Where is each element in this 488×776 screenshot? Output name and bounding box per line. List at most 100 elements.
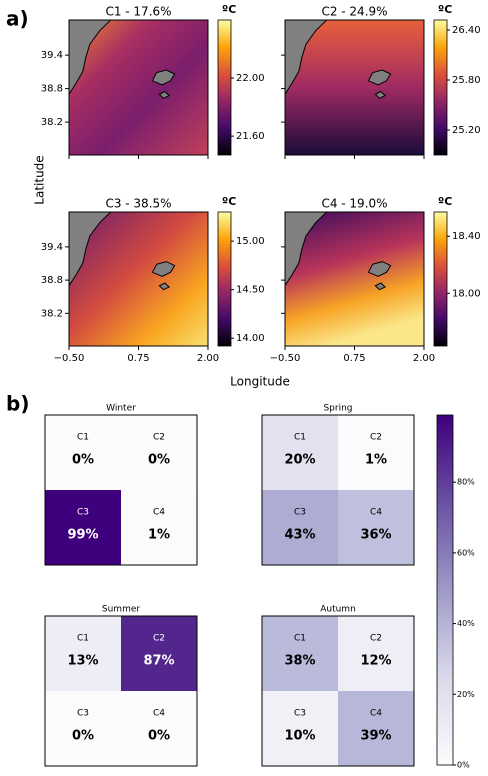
cell-name: C3 (294, 508, 306, 518)
island (367, 261, 392, 277)
cell-value: 0% (72, 453, 94, 468)
cell-name: C1 (77, 634, 89, 644)
panel-label: a) (6, 7, 29, 31)
island (158, 282, 170, 291)
cell-name: C4 (153, 508, 165, 518)
x-tick-label: 0.75 (343, 353, 365, 364)
heatmap-cell (338, 415, 414, 490)
map-title: C2 - 24.9% (321, 5, 387, 19)
map-title: C4 - 19.0% (321, 197, 387, 211)
cell-name: C2 (153, 634, 165, 644)
colorbar (217, 211, 232, 347)
heatmap-frame (261, 615, 415, 767)
land (284, 211, 328, 288)
cell-name: C4 (370, 709, 382, 719)
cell-value: 39% (360, 729, 391, 744)
heatmap-cell (45, 691, 121, 766)
cell-value: 36% (360, 528, 391, 543)
heatmap-title: Spring (323, 404, 352, 414)
heatmap-cell (338, 490, 414, 565)
cell-value: 43% (284, 528, 315, 543)
colorbar-tick-label: 60% (457, 548, 475, 557)
colorbar-tick-label: 21.60 (236, 131, 265, 142)
colorbar (433, 19, 448, 156)
cell-value: 20% (284, 453, 315, 468)
heatmap-frame (261, 414, 415, 566)
y-tick-label: 39.4 (41, 242, 63, 253)
map-field (69, 212, 208, 346)
heatmap-title: Summer (102, 605, 140, 615)
colorbar-tick-label: 25.20 (452, 125, 481, 136)
heatmap-cell (45, 490, 121, 565)
heatmap-cell (121, 616, 197, 691)
panel-label: b) (6, 392, 29, 416)
colorbar-tick-label: 80% (457, 478, 475, 487)
colorbar-tick-label: 26.40 (452, 25, 481, 36)
y-tick-label: 38.8 (41, 84, 63, 95)
map-title: C1 - 17.6% (105, 5, 171, 19)
land (68, 19, 112, 97)
cell-name: C1 (294, 634, 306, 644)
cell-value: 99% (67, 528, 98, 543)
heatmap-frame (44, 414, 198, 566)
island (158, 90, 170, 99)
cell-name: C3 (77, 508, 89, 518)
colorbar-unit: ºC (438, 195, 452, 208)
island (367, 69, 392, 86)
colorbar-tick-label: 14.00 (236, 333, 265, 344)
cell-name: C2 (153, 433, 165, 443)
cell-value: 1% (365, 453, 387, 468)
island (151, 261, 176, 277)
cell-value: 0% (148, 729, 170, 744)
x-tick-label: −0.50 (54, 353, 85, 364)
colorbar-tick-label: 40% (457, 619, 475, 628)
heatmap-cell (262, 616, 338, 691)
heatmap-title: Autumn (320, 605, 356, 615)
island (374, 282, 386, 291)
colorbar (433, 211, 448, 347)
colorbar (436, 414, 454, 766)
cell-name: C3 (294, 709, 306, 719)
cell-value: 87% (143, 654, 174, 669)
colorbar-tick-label: 18.00 (452, 288, 481, 299)
colorbar-unit: ºC (222, 3, 236, 16)
island (374, 90, 386, 99)
colorbar-tick-label: 20% (457, 690, 475, 699)
cell-value: 1% (148, 528, 170, 543)
heatmap-cell (45, 415, 121, 490)
cell-value: 13% (67, 654, 98, 669)
colorbar-unit: ºC (438, 3, 452, 16)
cell-value: 12% (360, 654, 391, 669)
heatmap-frame (44, 615, 198, 767)
cell-name: C4 (153, 709, 165, 719)
heatmap-title: Winter (106, 404, 136, 414)
x-tick-label: 0.75 (127, 353, 149, 364)
heatmap-cell (338, 616, 414, 691)
cell-name: C1 (294, 433, 306, 443)
cell-value: 0% (72, 729, 94, 744)
map-field (285, 212, 424, 346)
y-tick-label: 38.2 (41, 308, 63, 319)
colorbar (217, 19, 232, 156)
cell-name: C2 (370, 634, 382, 644)
heatmap-cell (121, 415, 197, 490)
cell-name: C3 (77, 709, 89, 719)
colorbar-tick-label: 22.00 (236, 73, 265, 84)
x-axis-label: Longitude (230, 375, 290, 389)
cell-value: 38% (284, 654, 315, 669)
colorbar-tick-label: 0% (457, 761, 470, 770)
x-tick-label: −0.50 (270, 353, 301, 364)
colorbar-tick-label: 15.00 (236, 236, 265, 247)
y-tick-label: 39.4 (41, 50, 63, 61)
cell-value: 10% (284, 729, 315, 744)
land (68, 211, 112, 288)
map-title: C3 - 38.5% (105, 197, 171, 211)
heatmap-cell (121, 691, 197, 766)
cell-name: C1 (77, 433, 89, 443)
heatmap-cell (262, 415, 338, 490)
colorbar-tick-label: 18.40 (452, 231, 481, 242)
cell-name: C2 (370, 433, 382, 443)
land (284, 19, 328, 97)
heatmap-cell (338, 691, 414, 766)
